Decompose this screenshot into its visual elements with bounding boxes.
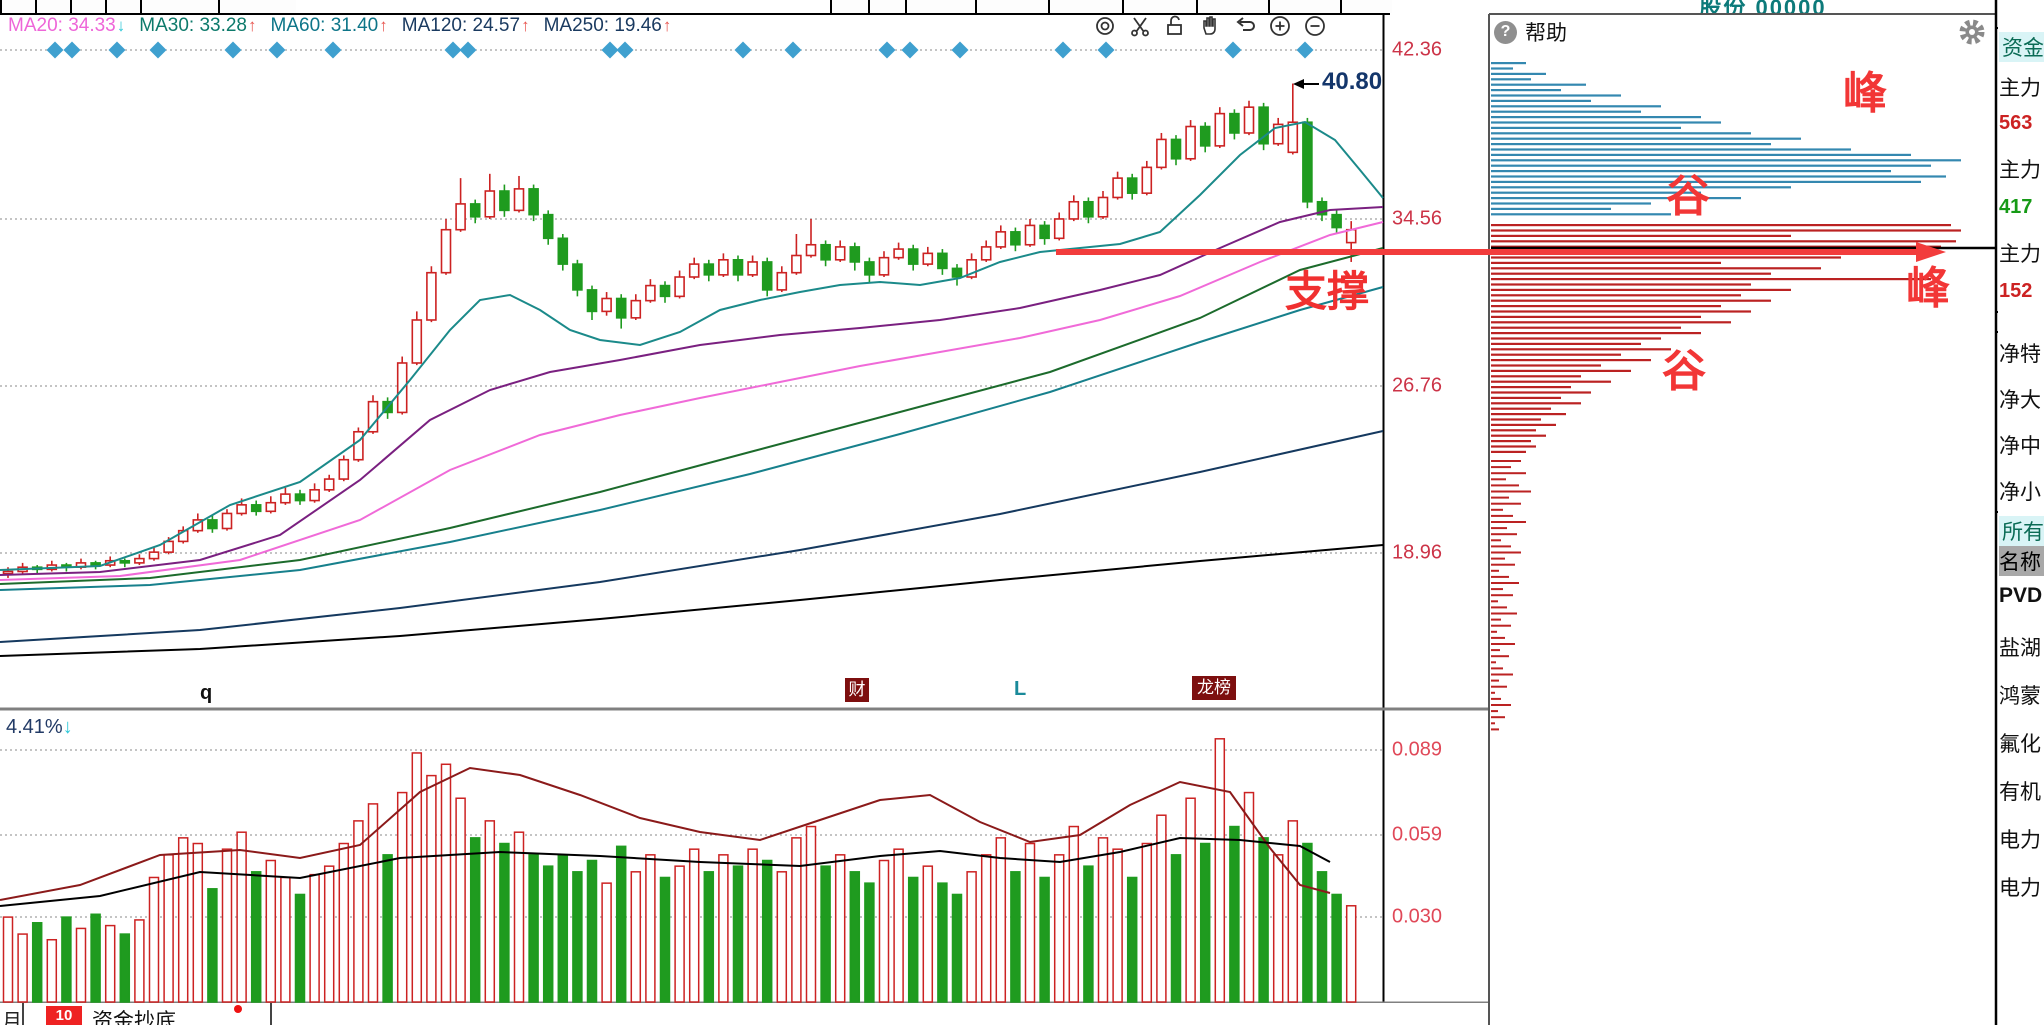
profile-peak-mid-label: 峰 [1906, 264, 1950, 313]
right-panel-row[interactable]: 有机 [1999, 781, 2041, 804]
menu-button[interactable] [70, 0, 107, 13]
zoom-out-icon[interactable] [1302, 13, 1328, 39]
menu-button[interactable] [1122, 0, 1198, 13]
top-menu-bar [0, 0, 1392, 15]
notification-dot [234, 1005, 242, 1013]
right-panel-row[interactable]: 152 [1999, 280, 2033, 302]
scissors-icon[interactable] [1127, 13, 1153, 39]
right-panel-row[interactable]: 净中 [1999, 435, 2041, 458]
menu-button[interactable] [218, 0, 296, 13]
menu-button[interactable] [1196, 0, 1270, 13]
tab-partial-label[interactable]: 月 [2, 1011, 20, 1025]
menu-button[interactable] [0, 0, 37, 13]
right-panel-row[interactable]: 净小 [1999, 481, 2041, 504]
trend-arrow-icon: ↑ [521, 16, 530, 35]
right-panel-row[interactable]: 净大 [1999, 389, 2041, 412]
ma-text: MA20: 34.33 [8, 15, 116, 36]
menu-button[interactable] [1340, 0, 1392, 13]
marked-high-label: 40.80 [1322, 68, 1383, 95]
indicator-count-badge: 10 [46, 1006, 82, 1025]
zoom-in-icon[interactable] [1267, 13, 1293, 39]
sub-chart-percent: 4.41% [6, 716, 63, 738]
price-axis-label: 42.36 [1392, 38, 1443, 61]
right-panel-row[interactable]: 名称 [1999, 546, 2044, 576]
trend-arrow-icon: ↓ [116, 16, 126, 35]
ma-indicator-value: MA20: 34.33 ↓ [8, 15, 125, 37]
menu-button[interactable] [868, 0, 907, 13]
down-arrow-icon: ↓ [62, 716, 73, 738]
ma-indicator-value: MA30: 33.28 ↑ [139, 15, 256, 37]
menu-button[interactable] [105, 0, 142, 13]
support-annotation: 支撑 [1285, 268, 1370, 315]
sub-axis-label: 0.059 [1392, 823, 1443, 846]
help-panel-header: ? 帮助 [1494, 17, 1567, 47]
menu-button[interactable] [975, 0, 1050, 13]
price-axis-label: 18.96 [1392, 541, 1443, 564]
price-axis-label: 34.56 [1392, 207, 1443, 230]
ma-indicator-value: MA60: 31.40 ↑ [271, 15, 388, 37]
undo-icon[interactable] [1232, 13, 1258, 39]
trend-arrow-icon: ↑ [662, 16, 672, 35]
menu-button[interactable] [830, 0, 870, 13]
help-label: 帮助 [1525, 22, 1567, 45]
ma-indicator-value: MA120: 24.57 ↑ [402, 15, 530, 37]
right-panel-row[interactable]: 417 [1999, 196, 2033, 218]
ma-indicator-value: MA250: 19.46 ↑ [544, 15, 672, 37]
ranking-list-badge[interactable]: 龙榜 [1192, 676, 1236, 700]
ma-text: MA120: 24.57 [401, 15, 521, 36]
profile-valley-top-label: 谷 [1666, 172, 1710, 221]
right-panel-row[interactable]: 电力 [1999, 877, 2041, 900]
right-panel-row[interactable]: 主力 [1999, 77, 2041, 100]
right-panel-row[interactable]: 资金 [1999, 32, 2044, 62]
right-panel-row[interactable]: 主力 [1999, 159, 2041, 182]
sub-axis-label: 0.030 [1392, 905, 1443, 928]
menu-button[interactable] [1048, 0, 1124, 13]
right-panel-row[interactable]: 电力 [1999, 829, 2041, 852]
tab-divider [270, 1003, 272, 1025]
hand-icon[interactable] [1197, 13, 1223, 39]
ma-text: MA250: 19.46 [543, 15, 662, 36]
right-list-panel: 资金主力 563 主力 417 主力 152 净特净大净中净小所有 名称 PVD 盐湖鸿蒙氟化有机… [1998, 0, 2044, 1025]
profile-peak-top-label: 峰 [1843, 69, 1887, 118]
menu-button[interactable] [905, 0, 977, 13]
menu-button[interactable] [35, 0, 72, 13]
right-panel-row[interactable]: 净特 [1999, 343, 2041, 366]
trend-arrow-icon: ↑ [248, 16, 257, 35]
ma-value-strip: MA20: 34.33 ↓ MA30: 33.28 ↑ MA60: 31.40 ↑ MA12… [8, 15, 671, 37]
help-question-icon[interactable]: ? [1494, 20, 1517, 44]
sub-chart-value: 4.41%↓ [6, 716, 73, 739]
trend-arrow-icon: ↑ [379, 16, 388, 35]
right-panel-row[interactable]: 氟化 [1999, 733, 2041, 756]
financial-report-badge[interactable]: 财 [845, 678, 869, 702]
sub-axis-label: 0.089 [1392, 738, 1443, 761]
price-axis-label: 26.76 [1392, 374, 1443, 397]
l-event-marker[interactable]: L [1014, 678, 1027, 700]
ma-text: MA60: 31.40 [270, 15, 379, 36]
tab-divider [22, 1003, 24, 1025]
chart-toolbar [1092, 13, 1328, 39]
profile-valley-mid-label: 谷 [1662, 347, 1706, 396]
target-icon[interactable] [1092, 13, 1118, 39]
tab-capital-indicator[interactable]: 资金抄底 [92, 1010, 176, 1025]
menu-button[interactable] [140, 0, 220, 13]
ma-text: MA30: 33.28 [139, 15, 247, 36]
settings-gear-icon[interactable] [1958, 18, 1986, 51]
q-event-marker[interactable]: q [200, 682, 213, 704]
right-panel-row[interactable]: 563 [1999, 112, 2033, 134]
right-panel-row[interactable]: 鸿蒙 [1999, 685, 2041, 708]
right-panel-row[interactable]: 主力 [1999, 243, 2041, 266]
right-panel-row[interactable]: 盐湖 [1999, 637, 2041, 660]
bottom-tab-bar: 月 10 资金抄底 [0, 1003, 1488, 1025]
lock-open-icon[interactable] [1162, 13, 1188, 39]
right-panel-row[interactable]: 所有 [1999, 516, 2044, 546]
right-panel-row[interactable]: PVD [1999, 584, 2043, 607]
menu-button[interactable] [1268, 0, 1342, 13]
stock-title-clipped: 股份 00000 [1699, 0, 1827, 13]
